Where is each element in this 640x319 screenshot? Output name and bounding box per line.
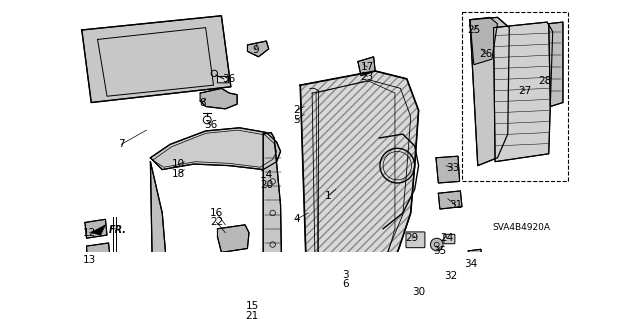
- Text: 5: 5: [293, 115, 300, 125]
- Text: 12: 12: [83, 228, 96, 238]
- Polygon shape: [200, 88, 237, 109]
- Polygon shape: [161, 280, 289, 319]
- FancyBboxPatch shape: [406, 232, 425, 248]
- Text: 1: 1: [324, 191, 332, 201]
- Polygon shape: [85, 219, 107, 238]
- Polygon shape: [468, 249, 483, 270]
- Text: 33: 33: [446, 163, 459, 173]
- Text: 35: 35: [433, 246, 447, 256]
- Polygon shape: [493, 22, 553, 162]
- Circle shape: [405, 274, 429, 297]
- Polygon shape: [92, 225, 106, 235]
- Text: 26: 26: [479, 48, 492, 59]
- Polygon shape: [436, 156, 460, 183]
- Text: 15: 15: [246, 301, 259, 311]
- Text: 14: 14: [260, 170, 273, 180]
- Text: 8: 8: [199, 98, 206, 108]
- FancyBboxPatch shape: [218, 77, 228, 83]
- Polygon shape: [248, 41, 269, 57]
- Text: 23: 23: [361, 71, 374, 82]
- Polygon shape: [263, 132, 282, 304]
- Polygon shape: [150, 162, 166, 296]
- Text: 22: 22: [210, 218, 223, 227]
- Text: 16: 16: [210, 208, 223, 218]
- Polygon shape: [86, 243, 111, 272]
- Text: 17: 17: [361, 62, 374, 72]
- Text: 9: 9: [252, 45, 259, 55]
- FancyBboxPatch shape: [444, 234, 455, 244]
- Text: 28: 28: [538, 76, 552, 86]
- Polygon shape: [82, 16, 231, 102]
- Bar: [462, 12, 568, 182]
- Text: 3: 3: [342, 270, 349, 279]
- Text: 27: 27: [518, 86, 532, 96]
- Polygon shape: [150, 128, 280, 170]
- Text: 18: 18: [172, 168, 186, 179]
- Circle shape: [431, 238, 443, 251]
- Polygon shape: [548, 22, 563, 107]
- Polygon shape: [438, 191, 462, 209]
- Text: 7: 7: [118, 139, 125, 149]
- Text: SVA4B4920A: SVA4B4920A: [492, 223, 550, 232]
- Text: 25: 25: [467, 25, 481, 35]
- Text: 31: 31: [449, 200, 462, 210]
- Polygon shape: [358, 57, 375, 76]
- Text: 36: 36: [204, 120, 217, 130]
- Polygon shape: [218, 225, 249, 252]
- Text: 36: 36: [222, 74, 235, 84]
- Text: 32: 32: [444, 271, 458, 281]
- Text: FR.: FR.: [109, 225, 127, 235]
- Text: 30: 30: [412, 287, 425, 297]
- Text: 21: 21: [246, 310, 259, 319]
- Text: 4: 4: [293, 214, 300, 224]
- Text: 13: 13: [83, 255, 96, 265]
- Polygon shape: [470, 17, 497, 65]
- Polygon shape: [470, 17, 509, 166]
- Text: 6: 6: [342, 279, 349, 289]
- Polygon shape: [436, 260, 462, 282]
- Text: 24: 24: [440, 233, 454, 243]
- Text: 20: 20: [260, 180, 273, 189]
- Text: 34: 34: [464, 259, 477, 269]
- Text: 10: 10: [172, 159, 186, 169]
- Polygon shape: [300, 71, 419, 319]
- Text: 2: 2: [293, 106, 300, 115]
- Text: 29: 29: [406, 233, 419, 243]
